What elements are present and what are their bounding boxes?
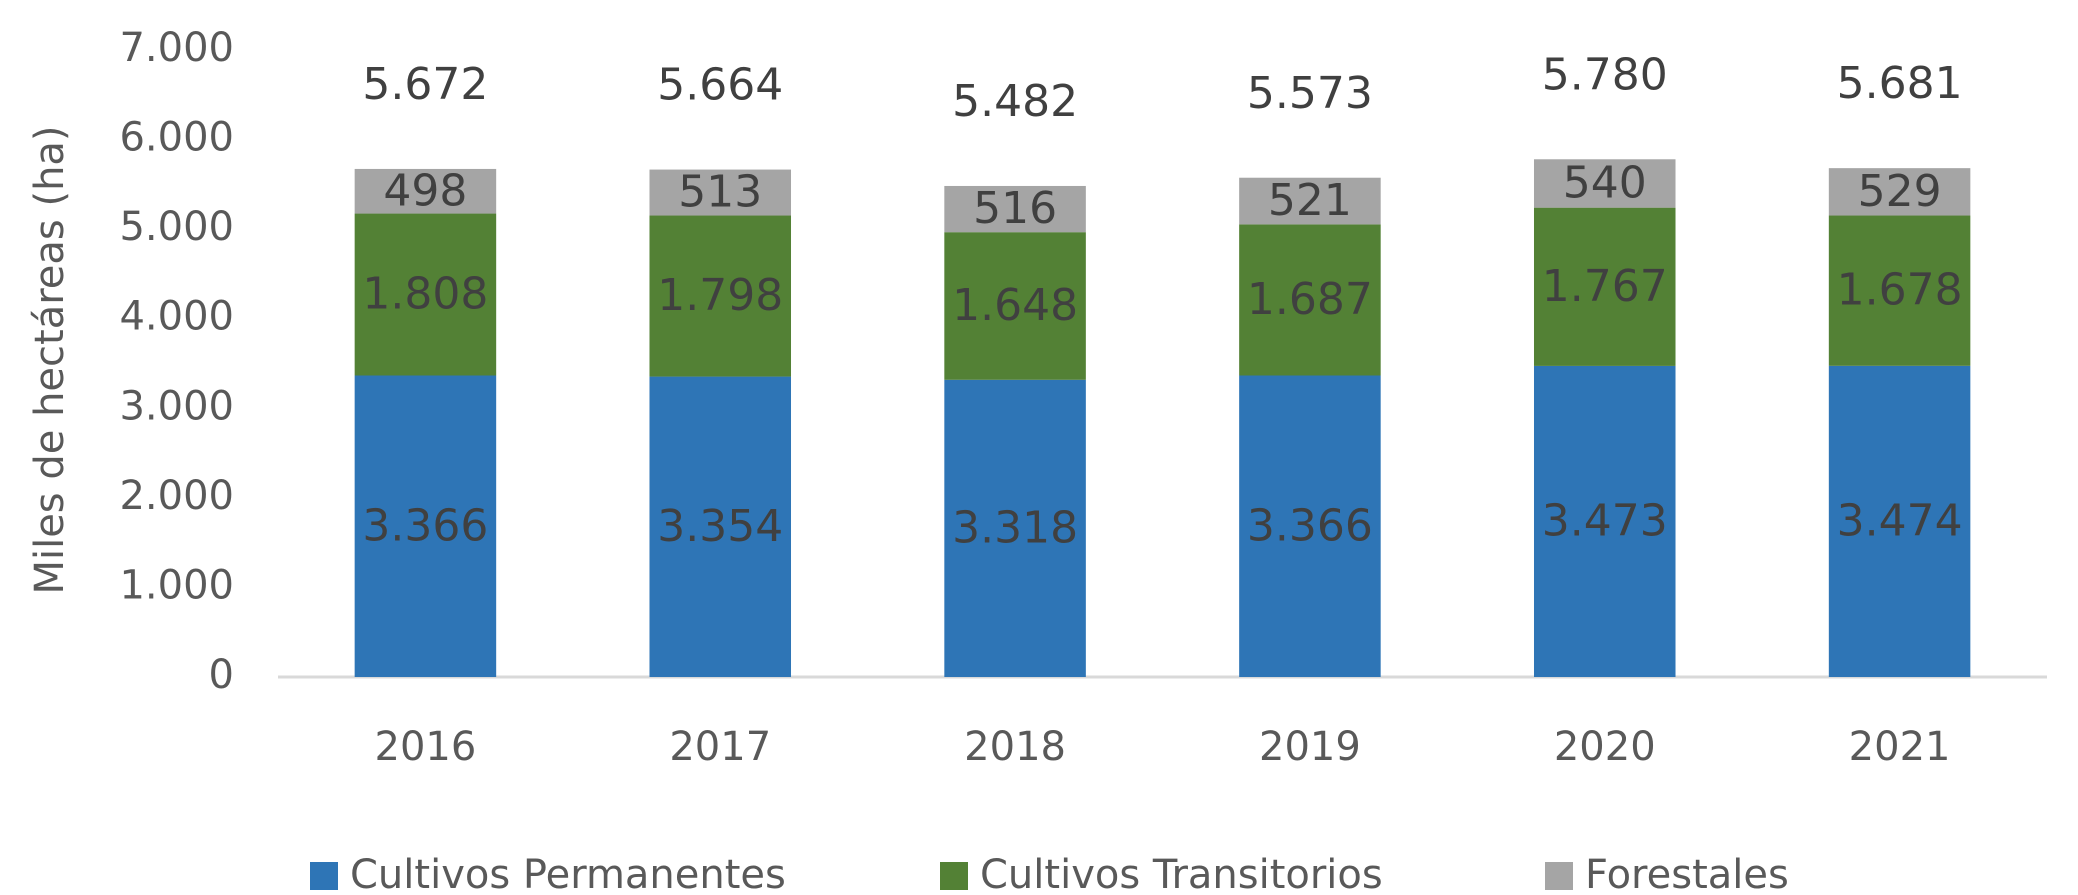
data-label: 1.798 (657, 270, 783, 321)
data-label: 516 (973, 183, 1057, 234)
bar-segment (1239, 177, 1381, 225)
bar-segment (649, 169, 792, 216)
x-tick-label: 2019 (1259, 724, 1361, 770)
bar-segment (1239, 375, 1381, 677)
data-label: 498 (383, 165, 467, 216)
x-tick-label: 2018 (964, 724, 1066, 770)
bar-segment (944, 232, 1086, 380)
data-label: 3.473 (1542, 495, 1668, 546)
legend-swatch (940, 862, 968, 890)
data-label: 3.354 (657, 501, 783, 552)
data-label: 3.366 (1247, 500, 1373, 551)
total-label: 5.573 (1247, 68, 1373, 119)
data-label: 3.366 (362, 500, 488, 551)
total-label: 5.482 (952, 76, 1078, 127)
bar-segment (944, 379, 1086, 677)
bar-segment (1533, 159, 1676, 208)
bar-segment (1239, 224, 1381, 376)
bar-segment (649, 376, 792, 677)
data-label: 521 (1268, 175, 1352, 226)
total-label: 5.780 (1542, 49, 1668, 100)
bar-segment (1828, 365, 1971, 677)
bar-segment (649, 215, 792, 377)
y-tick-label: 1.000 (119, 562, 234, 608)
y-tick-label: 4.000 (119, 294, 234, 340)
y-tick-label: 5.000 (119, 204, 234, 250)
bar-segment (1828, 215, 1971, 366)
bar-segment (944, 185, 1086, 233)
bar-segment (1533, 365, 1676, 677)
y-tick-label: 0 (209, 652, 234, 698)
data-label: 513 (678, 167, 762, 218)
data-label: 1.808 (362, 269, 488, 320)
y-tick-label: 6.000 (119, 115, 234, 161)
data-label: 1.648 (952, 280, 1078, 331)
legend-swatch (1545, 862, 1573, 890)
x-tick-label: 2016 (375, 724, 477, 770)
y-tick-label: 7.000 (119, 25, 234, 71)
total-label: 5.681 (1837, 58, 1963, 109)
data-label: 540 (1563, 157, 1647, 208)
data-label: 1.767 (1542, 261, 1668, 312)
legend-swatch (310, 862, 338, 890)
x-tick-label: 2021 (1849, 724, 1951, 770)
legend-label: Cultivos Transitorios (980, 852, 1383, 895)
bar-segment (354, 213, 497, 376)
data-label: 529 (1858, 166, 1942, 217)
bar-segment (354, 375, 497, 677)
data-label: 1.687 (1247, 274, 1373, 325)
y-tick-label: 2.000 (119, 473, 234, 519)
data-label: 3.474 (1837, 495, 1963, 546)
data-label: 1.678 (1837, 265, 1963, 316)
data-label: 3.318 (952, 502, 1078, 553)
x-tick-label: 2017 (669, 724, 771, 770)
bar-segment (1533, 207, 1676, 366)
legend-label: Cultivos Permanentes (350, 852, 786, 895)
y-axis-label: Miles de hectáreas (ha) (27, 125, 73, 594)
x-tick-label: 2020 (1554, 724, 1656, 770)
bar-segment (354, 168, 497, 214)
total-label: 5.672 (362, 59, 488, 110)
legend-label: Forestales (1585, 852, 1789, 895)
y-tick-label: 3.000 (119, 383, 234, 429)
bar-segment (1828, 168, 1971, 216)
total-label: 5.664 (657, 60, 783, 111)
